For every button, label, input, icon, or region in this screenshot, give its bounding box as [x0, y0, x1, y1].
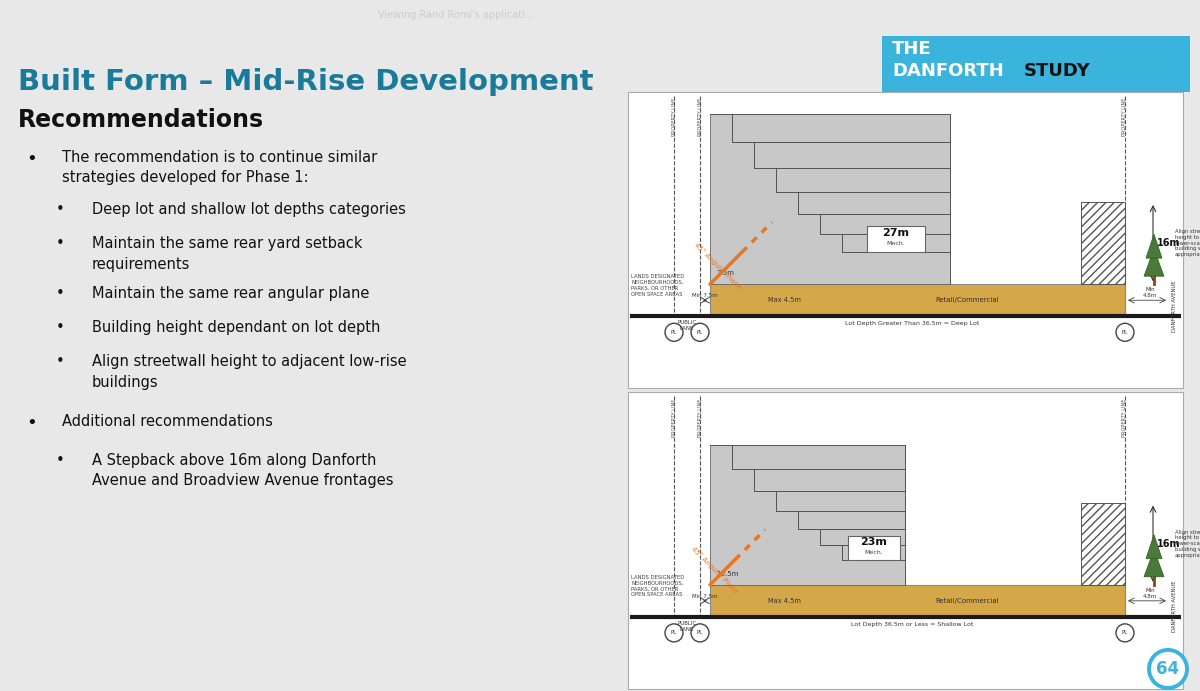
- Circle shape: [691, 624, 709, 642]
- Text: 23m: 23m: [860, 537, 887, 547]
- Circle shape: [665, 624, 683, 642]
- Text: A Stepback above 16m along Danforth
Avenue and Broadview Avenue frontages: A Stepback above 16m along Danforth Aven…: [92, 453, 394, 488]
- Bar: [628, 92, 1183, 388]
- Circle shape: [665, 323, 683, 341]
- Bar: [710, 114, 950, 284]
- Bar: [1081, 202, 1126, 284]
- Bar: [882, 36, 1190, 92]
- Text: DANFORTH AVENUE: DANFORTH AVENUE: [1172, 281, 1177, 332]
- Text: •: •: [56, 321, 65, 335]
- Text: Retail/Commercial: Retail/Commercial: [936, 598, 1000, 604]
- Bar: [754, 142, 950, 168]
- Polygon shape: [1144, 550, 1164, 577]
- Text: Viewing Rand Romi's applicati...: Viewing Rand Romi's applicati...: [378, 10, 534, 20]
- Text: 16m: 16m: [1157, 238, 1181, 248]
- Text: DANFORTH: DANFORTH: [892, 61, 1003, 79]
- Text: STUDY: STUDY: [1024, 61, 1091, 79]
- Text: DANFORTH AVENUE: DANFORTH AVENUE: [1172, 581, 1177, 632]
- Text: •: •: [56, 354, 65, 370]
- Text: Maintain the same rear angular plane: Maintain the same rear angular plane: [92, 286, 370, 301]
- Text: •: •: [56, 453, 65, 468]
- Bar: [798, 511, 905, 529]
- Polygon shape: [1144, 249, 1164, 276]
- Bar: [842, 234, 950, 252]
- Circle shape: [1116, 624, 1134, 642]
- Text: Min
4.8m: Min 4.8m: [1142, 287, 1157, 299]
- Bar: [710, 444, 905, 585]
- Polygon shape: [1146, 535, 1162, 559]
- Text: Building height dependant on lot depth: Building height dependant on lot depth: [92, 321, 380, 335]
- Text: PROPERTY LINE: PROPERTY LINE: [697, 399, 702, 437]
- Text: 7.5m: 7.5m: [716, 270, 734, 276]
- Text: PROPERTY LINE: PROPERTY LINE: [1122, 399, 1128, 437]
- Circle shape: [691, 323, 709, 341]
- Text: Retail/Commercial: Retail/Commercial: [936, 297, 1000, 303]
- Text: •: •: [26, 415, 37, 433]
- Text: PL: PL: [1122, 330, 1128, 335]
- Text: PUBLIC
LANE: PUBLIC LANE: [677, 321, 697, 331]
- Text: Max 4.5m: Max 4.5m: [768, 297, 800, 303]
- Circle shape: [1116, 323, 1134, 341]
- Text: 10.5m: 10.5m: [716, 571, 738, 577]
- Bar: [628, 392, 1183, 689]
- Text: PL: PL: [697, 630, 703, 636]
- Text: Min 7.5m: Min 7.5m: [692, 293, 718, 299]
- Bar: [847, 536, 900, 560]
- Text: •: •: [56, 286, 65, 301]
- Text: Mech.: Mech.: [864, 549, 883, 555]
- Text: Align streetwall
height to adjacent
lower-scaled
building where
appropriate: Align streetwall height to adjacent lowe…: [1175, 529, 1200, 558]
- Text: LANDS DESIGNATED
NEIGHBOURHOODS,
PARKS, OR OTHER
OPEN SPACE AREAS: LANDS DESIGNATED NEIGHBOURHOODS, PARKS, …: [631, 575, 684, 597]
- Text: Lot Depth Greater Than 36.5m = Deep Lot: Lot Depth Greater Than 36.5m = Deep Lot: [845, 321, 979, 326]
- Text: PROPERTY LINE: PROPERTY LINE: [1122, 98, 1128, 136]
- Text: Additional recommendations: Additional recommendations: [62, 415, 272, 430]
- Bar: [842, 545, 905, 560]
- Bar: [754, 468, 905, 491]
- Text: 45° Angular Plane: 45° Angular Plane: [690, 545, 739, 594]
- Bar: [710, 284, 1126, 316]
- Text: Maintain the same rear yard setback
requirements: Maintain the same rear yard setback requ…: [92, 236, 362, 272]
- Bar: [776, 491, 905, 511]
- Text: LANDS DESIGNATED
NEIGHBOURHOODS,
PARKS, OR OTHER
OPEN SPACE AREAS: LANDS DESIGNATED NEIGHBOURHOODS, PARKS, …: [631, 274, 684, 296]
- Text: Max 4.5m: Max 4.5m: [768, 598, 800, 604]
- Text: Min 7.5m: Min 7.5m: [692, 594, 718, 599]
- Bar: [732, 444, 905, 468]
- Text: •: •: [26, 150, 37, 168]
- Bar: [1081, 502, 1126, 585]
- Text: Recommendations: Recommendations: [18, 108, 264, 132]
- Bar: [820, 529, 905, 545]
- Text: Built Form – Mid-Rise Development: Built Form – Mid-Rise Development: [18, 68, 594, 96]
- Circle shape: [1150, 650, 1187, 688]
- Text: Mech.: Mech.: [887, 241, 905, 246]
- Bar: [820, 214, 950, 234]
- Text: 27m: 27m: [882, 227, 910, 238]
- Bar: [710, 585, 1126, 617]
- Bar: [776, 168, 950, 192]
- Polygon shape: [1146, 234, 1162, 258]
- Bar: [866, 226, 925, 252]
- Text: 64: 64: [1157, 660, 1180, 678]
- Text: The recommendation is to continue similar
strategies developed for Phase 1:: The recommendation is to continue simila…: [62, 150, 377, 185]
- Text: PROPERTY LINE: PROPERTY LINE: [697, 98, 702, 136]
- Text: •: •: [56, 236, 65, 251]
- Bar: [732, 114, 950, 142]
- Text: •: •: [56, 202, 65, 217]
- Text: Deep lot and shallow lot depths categories: Deep lot and shallow lot depths categori…: [92, 202, 406, 217]
- Text: PROPERTY LINE: PROPERTY LINE: [672, 399, 677, 437]
- Text: 45° Angular Plane: 45° Angular Plane: [694, 242, 743, 291]
- Text: PL: PL: [671, 330, 677, 335]
- Text: Align streetwall
height to adjacent
lower-scaled
building where
appropriate: Align streetwall height to adjacent lowe…: [1175, 229, 1200, 257]
- Text: THE: THE: [892, 40, 931, 58]
- Text: Min
4.8m: Min 4.8m: [1142, 588, 1157, 599]
- Bar: [798, 192, 950, 214]
- Text: Align streetwall height to adjacent low-rise
buildings: Align streetwall height to adjacent low-…: [92, 354, 407, 390]
- Text: PUBLIC
LANE: PUBLIC LANE: [677, 621, 697, 632]
- Text: PL: PL: [1122, 630, 1128, 636]
- Text: PL: PL: [697, 330, 703, 335]
- Text: 16m: 16m: [1157, 539, 1181, 549]
- Text: PL: PL: [671, 630, 677, 636]
- Text: Lot Depth 36.5m or Less = Shallow Lot: Lot Depth 36.5m or Less = Shallow Lot: [851, 622, 973, 627]
- Text: PROPERTY LINE: PROPERTY LINE: [672, 98, 677, 136]
